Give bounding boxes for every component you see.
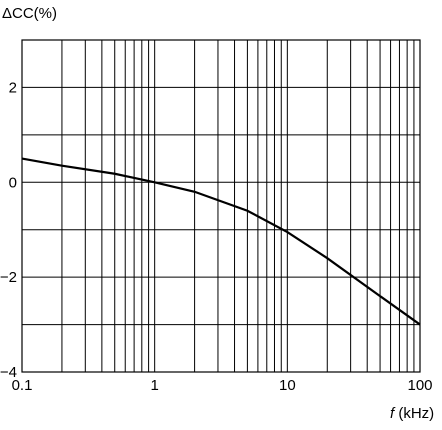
y-tick-label: −4: [0, 364, 17, 381]
plot-frame: [21, 39, 421, 373]
x-axis-label: f (kHz): [390, 405, 434, 422]
y-tick-label: −2: [0, 269, 17, 286]
x-axis-label-var: f: [390, 405, 396, 422]
x-tick-labels: 0.1 1 10 100: [12, 377, 433, 394]
x-axis-label-unit: (kHz): [394, 405, 434, 422]
grid: [22, 40, 420, 372]
x-tick-label: 1: [150, 377, 158, 394]
y-tick-label: 2: [9, 79, 17, 96]
series-line: [21, 157, 421, 326]
y-tick-labels: 2 0 −2 −4: [0, 79, 17, 381]
y-axis-label: ΔCC(%): [2, 5, 57, 22]
x-tick-label: 10: [279, 377, 296, 394]
y-tick-label: 0: [9, 174, 17, 191]
x-tick-label: 0.1: [12, 377, 33, 394]
x-tick-label: 100: [407, 377, 432, 394]
